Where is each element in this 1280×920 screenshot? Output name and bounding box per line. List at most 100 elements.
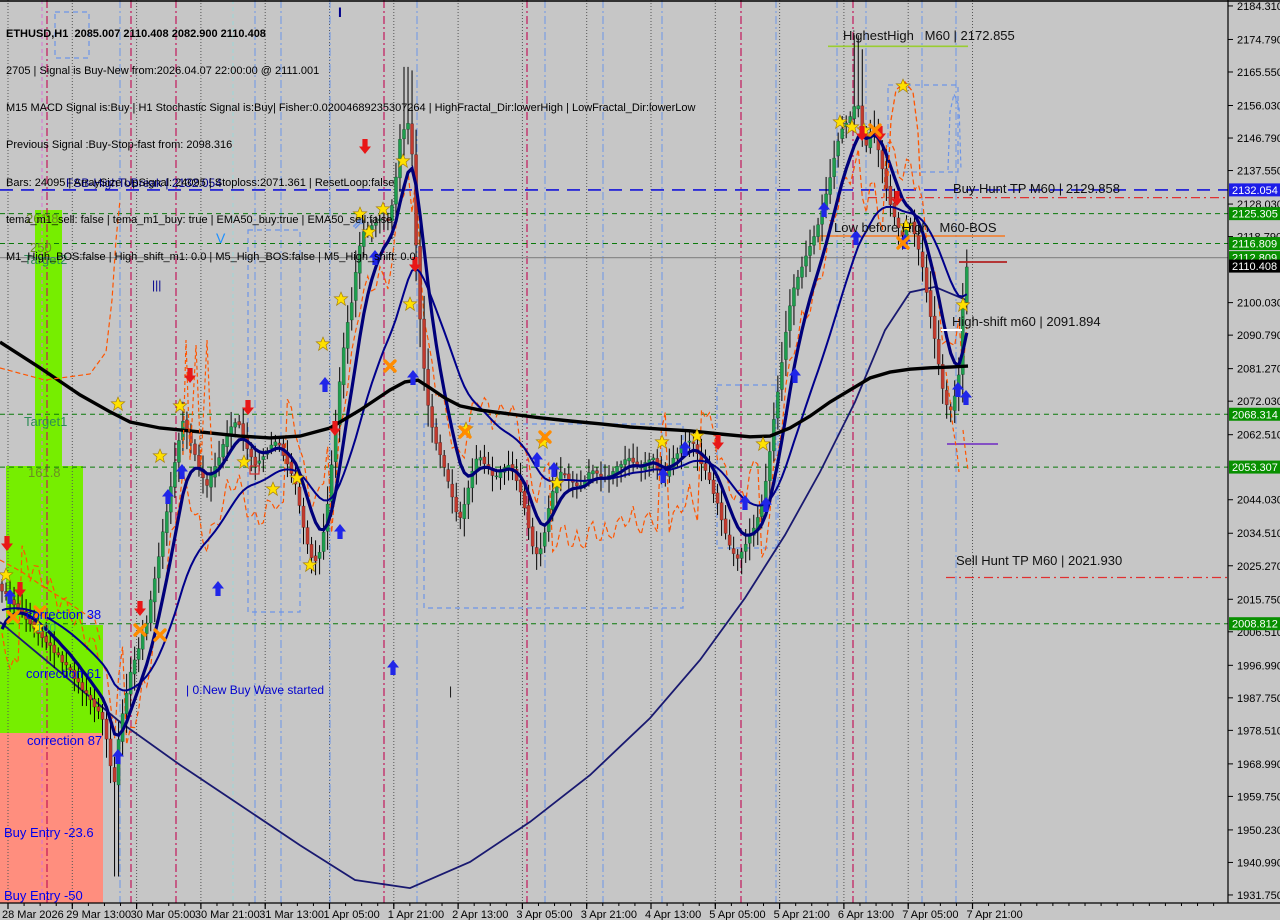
candle (944, 389, 949, 406)
candle (434, 426, 439, 444)
chart-info-block: ETHUSD,H1 2085.007 2110.408 2082.900 211… (6, 3, 695, 288)
star-signal-icon (955, 297, 971, 313)
price-tick-label: 1996.990 (1237, 660, 1280, 672)
price-badge-label: 2116.809 (1232, 239, 1277, 251)
segment (887, 81, 921, 177)
candle (402, 129, 406, 140)
candle (269, 444, 274, 449)
candle (257, 460, 262, 464)
candle (104, 718, 109, 740)
ma-slow-group (0, 285, 967, 890)
candle (217, 457, 221, 466)
price-badge (1229, 183, 1280, 197)
star-signal-icon (755, 436, 771, 452)
price-tick-label: 2184.310 (1237, 1, 1280, 13)
high-shift-label: High-shift m60 | 2091.894 (952, 314, 1101, 329)
candle (40, 630, 45, 638)
candle (337, 381, 342, 426)
candle (374, 222, 378, 226)
signal-line: 2705 | Signal is Buy-New from:2026.04.07… (6, 65, 320, 78)
candle (313, 555, 318, 562)
candle (619, 464, 623, 468)
price-tick-label: 2137.550 (1237, 166, 1280, 178)
buy-arrow-icon (789, 368, 801, 383)
candle (623, 459, 627, 465)
sell-hunt-label: Sell Hunt TP M60 | 2021.930 (956, 553, 1123, 568)
price-badge-label: 2053.307 (1232, 462, 1278, 474)
candle (800, 266, 804, 278)
ma-slow (0, 285, 967, 890)
price-tick-label: 2090.790 (1237, 330, 1280, 342)
candle (112, 767, 117, 783)
ma-black (0, 340, 969, 440)
price-tick-label: 2100.030 (1237, 298, 1280, 310)
candle (177, 440, 181, 463)
fsb-high-label: FSB-HighToBreak | 2132.054 (66, 176, 222, 190)
candle (124, 692, 129, 715)
candle (804, 255, 808, 267)
candle (599, 473, 603, 477)
cross-signal-icon (458, 425, 472, 439)
candle (233, 422, 238, 428)
price-badge (1229, 259, 1280, 273)
chart-title-ohlc: ETHUSD,H1 2085.007 2110.408 2082.900 211… (6, 27, 266, 40)
candle (241, 423, 246, 437)
star-signal-icon (236, 454, 252, 470)
candle (852, 106, 857, 120)
segment (945, 371, 960, 473)
star-signal-icon (333, 291, 349, 307)
candle (776, 391, 780, 419)
candle (530, 526, 535, 547)
candle (60, 654, 65, 663)
candle (952, 395, 957, 411)
cross-signal-icon (383, 359, 397, 373)
candle (651, 457, 656, 461)
segment (249, 465, 260, 475)
buy-entry-236-label: Buy Entry -23.6 (4, 825, 94, 840)
sell-arrow-icon (242, 400, 254, 415)
target1-label: Target1 (24, 414, 68, 429)
candle (209, 474, 213, 488)
candle (321, 531, 326, 552)
candle (410, 123, 414, 155)
time-tick-label: 1 Apr 21:00 (388, 909, 444, 920)
price-tick-label: 2072.030 (1237, 396, 1280, 408)
candle (892, 202, 897, 218)
candle (627, 457, 631, 462)
segment (182, 339, 213, 466)
price-tick-label: 2034.510 (1237, 528, 1280, 540)
candle (707, 472, 712, 481)
buy-arrow-icon (548, 462, 560, 477)
candle (940, 364, 945, 389)
candle (357, 245, 362, 274)
candle (128, 671, 133, 695)
sell-arrow-icon (712, 435, 724, 450)
time-tick-label: 6 Apr 13:00 (838, 909, 894, 920)
buy-arrow-icon (760, 497, 772, 512)
candle (796, 276, 800, 290)
candle (390, 205, 394, 222)
signal-box (54, 11, 90, 59)
candle (780, 362, 784, 390)
time-tick-label: 30 Mar 05:00 (131, 909, 196, 920)
sell-arrow-icon (14, 582, 26, 597)
segment (962, 429, 969, 471)
candle (784, 331, 788, 360)
candle (880, 150, 885, 170)
candle (687, 440, 692, 443)
fib-zone-green-upper (35, 210, 62, 466)
buy-arrow-icon (952, 382, 964, 397)
star-signal-icon (352, 206, 368, 222)
time-tick-label: 28 Mar 2026 (2, 909, 64, 920)
star-signal-icon (402, 296, 418, 312)
fib-250-label: 250 (30, 240, 52, 255)
candle (920, 251, 925, 268)
candle (526, 505, 531, 529)
candle (575, 482, 579, 487)
star-signal-icon (289, 470, 305, 486)
candle (273, 441, 278, 446)
candle (96, 706, 101, 712)
segment (0, 559, 101, 641)
